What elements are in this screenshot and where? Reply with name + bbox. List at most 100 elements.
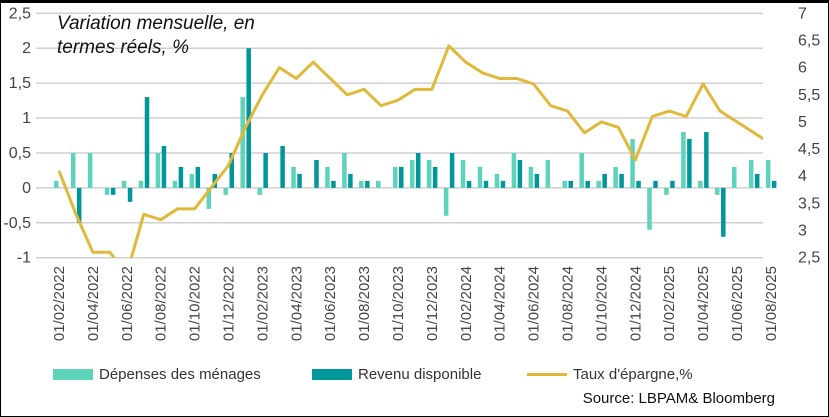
- bar-depenses: [563, 181, 568, 188]
- legend-item-epargne: Taux d'épargne,%: [527, 366, 693, 383]
- bar-revenu: [653, 181, 658, 188]
- bar-depenses: [579, 153, 584, 188]
- bar-revenu: [399, 167, 404, 188]
- bar-depenses: [732, 167, 737, 188]
- y-right-tick-label: 4: [798, 168, 807, 185]
- bar-depenses: [596, 181, 601, 188]
- bar-depenses: [647, 188, 652, 230]
- bar-depenses: [257, 188, 262, 195]
- bar-revenu: [263, 153, 268, 188]
- bar-revenu: [280, 146, 285, 188]
- bar-depenses: [546, 160, 551, 188]
- bar-depenses: [495, 174, 500, 188]
- bar-revenu: [162, 146, 167, 188]
- bar-depenses: [359, 181, 364, 188]
- bar-depenses: [427, 160, 432, 188]
- x-tick-label: 01/04/2023: [288, 266, 305, 341]
- bar-revenu: [704, 132, 709, 188]
- legend-label: Taux d'épargne,%: [573, 366, 693, 383]
- bar-depenses: [749, 160, 754, 188]
- x-tick-label: 01/02/2022: [51, 266, 68, 341]
- bar-depenses: [376, 181, 381, 188]
- bar-revenu: [433, 167, 438, 188]
- y-right-tick-label: 5: [798, 114, 807, 131]
- y-right-tick-label: 6: [798, 60, 807, 77]
- bar-depenses: [342, 153, 347, 188]
- bar-revenu: [314, 160, 319, 188]
- y-right-tick-label: 5,5: [798, 87, 820, 104]
- bar-revenu: [687, 139, 692, 188]
- bar-revenu: [467, 181, 472, 188]
- source-note: Source: LBPAM& Bloomberg: [583, 390, 775, 407]
- bar-revenu: [416, 153, 421, 188]
- bar-revenu: [179, 167, 184, 188]
- x-tick-label: 01/08/2022: [153, 266, 170, 341]
- bar-depenses: [613, 167, 618, 188]
- x-tick-label: 01/04/2025: [695, 266, 712, 341]
- y-right-tick-label: 3,5: [798, 195, 820, 212]
- bar-depenses: [54, 181, 59, 188]
- bar-depenses: [291, 167, 296, 188]
- bar-revenu: [145, 97, 150, 188]
- bar-depenses: [681, 132, 686, 188]
- right-axis: 76,565,554,543,532,5: [798, 5, 820, 266]
- x-tick-label: 01/06/2022: [119, 266, 136, 341]
- y-left-tick-label: 1: [22, 110, 31, 127]
- legend-swatch: [527, 373, 567, 376]
- bar-revenu: [755, 174, 760, 188]
- y-right-tick-label: 2,5: [798, 250, 820, 267]
- x-tick-label: 01/02/2025: [661, 266, 678, 341]
- bar-depenses: [512, 153, 517, 188]
- bar-revenu: [721, 188, 726, 237]
- x-tick-label: 01/10/2023: [390, 266, 407, 341]
- bar-revenu: [569, 181, 574, 188]
- legend-label: Dépenses des ménages: [99, 366, 261, 383]
- bar-depenses: [88, 153, 93, 188]
- y-right-tick-label: 4,5: [798, 141, 820, 158]
- bar-depenses: [325, 167, 330, 188]
- x-tick-label: 01/06/2025: [729, 266, 746, 341]
- bar-depenses: [529, 167, 534, 188]
- bar-revenu: [365, 181, 370, 188]
- x-tick-label: 01/08/2024: [560, 266, 577, 341]
- bar-revenu: [331, 181, 336, 188]
- bar-depenses: [715, 188, 720, 195]
- bar-depenses: [478, 167, 483, 188]
- bar-depenses: [630, 139, 635, 188]
- x-tick-label: 01/12/2023: [424, 266, 441, 341]
- x-tick-label: 01/12/2024: [627, 266, 644, 341]
- x-tick-label: 01/02/2024: [458, 266, 475, 341]
- bar-revenu: [128, 188, 133, 202]
- bar-depenses: [410, 160, 415, 188]
- bar-revenu: [196, 167, 201, 188]
- bar-revenu: [297, 174, 302, 188]
- bar-depenses: [71, 153, 76, 188]
- x-tick-label: 01/02/2023: [254, 266, 271, 341]
- y-left-tick-label: 2,5: [9, 5, 31, 22]
- bar-depenses: [240, 97, 245, 188]
- bar-depenses: [393, 167, 398, 188]
- bar-revenu: [348, 174, 353, 188]
- bar-revenu: [602, 174, 607, 188]
- bar-revenu: [518, 160, 523, 188]
- bar-revenu: [111, 188, 116, 195]
- bar-revenu: [501, 181, 506, 188]
- bar-depenses: [444, 188, 449, 216]
- bar-revenu: [450, 153, 455, 188]
- x-tick-label: 01/08/2025: [763, 266, 780, 341]
- y-left-tick-label: -1: [17, 250, 31, 267]
- bar-revenu: [484, 181, 489, 188]
- bar-depenses: [766, 160, 771, 188]
- bar-depenses: [105, 188, 110, 195]
- y-left-tick-label: -0,5: [3, 215, 31, 232]
- bar-depenses: [190, 174, 195, 188]
- y-right-tick-label: 7: [798, 5, 807, 22]
- bar-depenses: [664, 188, 669, 195]
- x-tick-label: 01/04/2024: [492, 266, 509, 341]
- bar-depenses: [173, 181, 178, 188]
- bar-depenses: [122, 181, 127, 188]
- y-left-tick-label: 0,5: [9, 145, 31, 162]
- x-tick-label: 01/10/2022: [187, 266, 204, 341]
